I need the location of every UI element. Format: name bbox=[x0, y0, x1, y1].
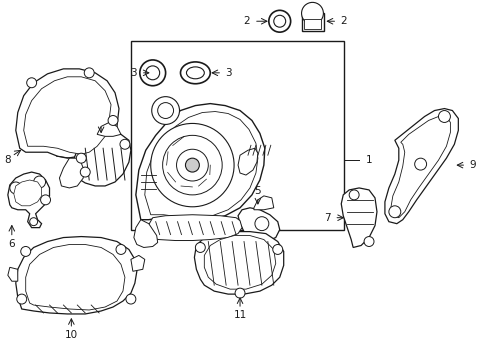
Polygon shape bbox=[136, 104, 265, 222]
Circle shape bbox=[146, 66, 160, 80]
Polygon shape bbox=[238, 208, 280, 242]
Circle shape bbox=[274, 15, 286, 27]
Circle shape bbox=[152, 96, 179, 125]
Text: 3: 3 bbox=[130, 68, 137, 78]
Circle shape bbox=[176, 149, 208, 181]
Circle shape bbox=[108, 116, 118, 125]
Ellipse shape bbox=[187, 67, 204, 79]
Text: 10: 10 bbox=[65, 330, 78, 340]
Polygon shape bbox=[134, 220, 158, 247]
Text: 2: 2 bbox=[244, 16, 250, 26]
Circle shape bbox=[76, 153, 86, 163]
Circle shape bbox=[41, 195, 50, 205]
Circle shape bbox=[163, 135, 222, 195]
Polygon shape bbox=[254, 196, 274, 210]
Polygon shape bbox=[8, 172, 49, 228]
Polygon shape bbox=[145, 112, 258, 218]
Polygon shape bbox=[391, 117, 450, 218]
Polygon shape bbox=[74, 133, 131, 186]
Circle shape bbox=[235, 288, 245, 298]
Polygon shape bbox=[146, 215, 242, 240]
Circle shape bbox=[255, 217, 269, 231]
Circle shape bbox=[151, 123, 234, 207]
Polygon shape bbox=[16, 69, 119, 178]
Circle shape bbox=[196, 243, 205, 252]
Circle shape bbox=[34, 176, 46, 188]
Text: 3: 3 bbox=[225, 68, 231, 78]
Circle shape bbox=[301, 3, 323, 24]
Circle shape bbox=[30, 218, 38, 226]
Text: 9: 9 bbox=[469, 160, 476, 170]
Polygon shape bbox=[59, 158, 83, 188]
Text: 1: 1 bbox=[366, 155, 372, 165]
Text: 7: 7 bbox=[324, 213, 331, 223]
Polygon shape bbox=[238, 148, 258, 175]
Text: 4: 4 bbox=[98, 113, 104, 123]
Circle shape bbox=[140, 60, 166, 86]
Polygon shape bbox=[195, 231, 284, 294]
Text: 2: 2 bbox=[340, 16, 346, 26]
Circle shape bbox=[273, 244, 283, 255]
Polygon shape bbox=[16, 237, 137, 314]
Polygon shape bbox=[303, 19, 321, 29]
Circle shape bbox=[84, 68, 94, 78]
Circle shape bbox=[120, 139, 130, 149]
Circle shape bbox=[21, 247, 31, 256]
Polygon shape bbox=[385, 109, 458, 224]
Text: 5: 5 bbox=[255, 186, 261, 196]
Circle shape bbox=[158, 103, 173, 118]
Polygon shape bbox=[301, 13, 324, 31]
Circle shape bbox=[389, 206, 401, 218]
Polygon shape bbox=[204, 235, 276, 289]
Polygon shape bbox=[57, 269, 97, 297]
Polygon shape bbox=[8, 267, 18, 281]
Circle shape bbox=[269, 10, 291, 32]
Circle shape bbox=[80, 167, 90, 177]
Circle shape bbox=[116, 244, 126, 255]
Circle shape bbox=[415, 158, 427, 170]
Circle shape bbox=[17, 294, 26, 304]
Circle shape bbox=[439, 111, 450, 122]
Circle shape bbox=[349, 190, 359, 200]
Polygon shape bbox=[24, 77, 111, 154]
Polygon shape bbox=[14, 180, 42, 206]
Polygon shape bbox=[97, 122, 121, 136]
Circle shape bbox=[364, 237, 374, 247]
Polygon shape bbox=[25, 244, 125, 310]
Text: 8: 8 bbox=[4, 155, 11, 165]
Polygon shape bbox=[341, 188, 377, 247]
Bar bbox=[131, 41, 344, 230]
Circle shape bbox=[126, 294, 136, 304]
Text: 11: 11 bbox=[233, 310, 246, 320]
Circle shape bbox=[10, 182, 22, 194]
Text: 6: 6 bbox=[8, 239, 15, 248]
Circle shape bbox=[26, 78, 37, 88]
Circle shape bbox=[185, 158, 199, 172]
Polygon shape bbox=[131, 255, 145, 271]
Ellipse shape bbox=[180, 62, 210, 84]
